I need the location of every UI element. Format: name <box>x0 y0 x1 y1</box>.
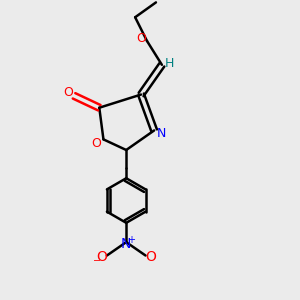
Text: N: N <box>121 237 131 250</box>
Text: H: H <box>165 57 174 70</box>
Text: N: N <box>157 127 166 140</box>
Text: O: O <box>63 86 73 99</box>
Text: O: O <box>96 250 107 264</box>
Text: O: O <box>91 137 101 150</box>
Text: O: O <box>146 250 156 264</box>
Text: +: + <box>127 235 135 245</box>
Text: −: − <box>93 256 101 266</box>
Text: O: O <box>136 32 146 45</box>
